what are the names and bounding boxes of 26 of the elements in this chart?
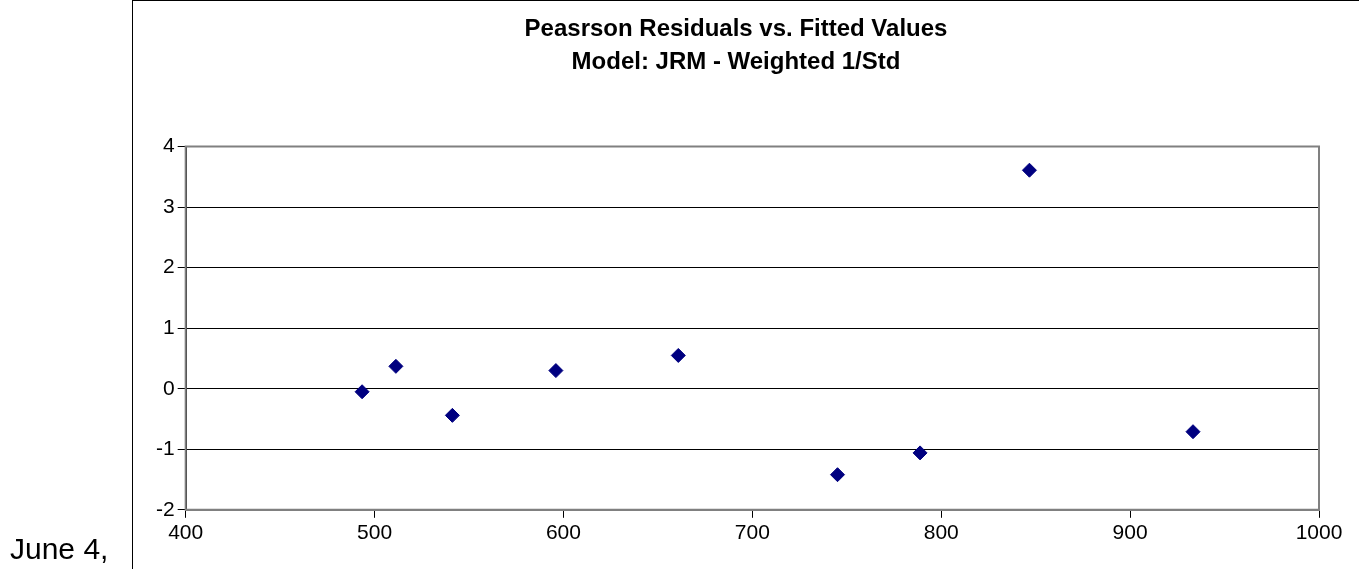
- x-tick-label: 1000: [1295, 520, 1343, 544]
- point: [670, 347, 686, 363]
- x-tick-label: 800: [923, 520, 959, 544]
- point: [548, 363, 564, 379]
- y-tick-label: -2: [155, 496, 175, 520]
- x-tick-label: 400: [168, 520, 204, 544]
- point: [912, 445, 928, 461]
- y-tick-label: -1: [155, 436, 175, 460]
- point: [388, 358, 404, 374]
- point: [830, 467, 846, 483]
- point: [444, 407, 460, 423]
- x-tick-label: 500: [357, 520, 393, 544]
- y-tick-label: 0: [162, 375, 175, 399]
- point: [1185, 424, 1201, 440]
- point: [1021, 162, 1037, 178]
- x-tick-label: 700: [734, 520, 770, 544]
- chart-title: Peasrson Residuals vs. Fitted Values: [524, 14, 948, 42]
- chart-subtitle: Model: JRM - Weighted 1/Std: [571, 46, 901, 74]
- y-tick-label: 3: [162, 193, 175, 217]
- y-tick-label: 4: [162, 133, 175, 157]
- y-tick-label: 2: [162, 254, 175, 278]
- text: June 4,: [10, 532, 109, 566]
- x-tick-label: 900: [1112, 520, 1148, 544]
- point: [354, 384, 370, 400]
- y-tick-label: 1: [162, 315, 175, 338]
- x-tick-label: 600: [545, 520, 581, 544]
